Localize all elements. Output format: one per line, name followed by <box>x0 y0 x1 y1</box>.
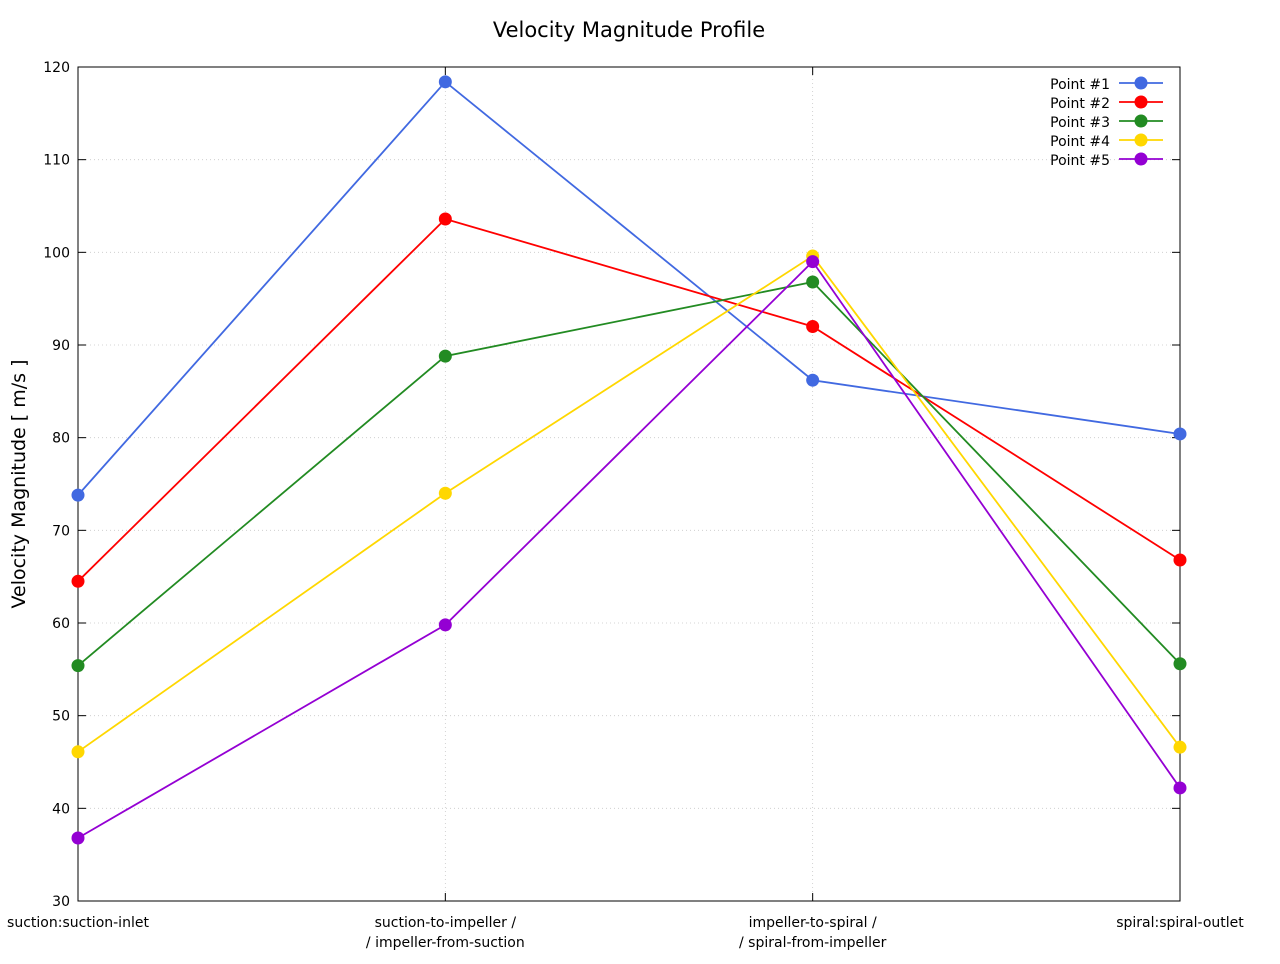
data-point <box>806 373 820 387</box>
legend-label: Point #3 <box>1050 115 1110 131</box>
series-line <box>77 217 1181 582</box>
legend-label: Point #5 <box>1050 153 1110 169</box>
legend: Point #1 Point #2 Point #3 Point #4 Point #5 <box>1050 76 1163 169</box>
series-line <box>77 254 1181 753</box>
legend-marker <box>1134 95 1148 109</box>
data-point <box>438 75 452 89</box>
x-tick-label: spiral:spiral-outlet <box>1116 915 1244 931</box>
legend-label: Point #4 <box>1050 134 1110 150</box>
data-point <box>1173 781 1187 795</box>
data-point <box>71 659 85 673</box>
data-point <box>71 574 85 588</box>
data-point <box>1173 427 1187 441</box>
y-tick-label: 90 <box>52 338 70 354</box>
data-point <box>806 255 820 269</box>
series-1 <box>71 75 1187 502</box>
data-point <box>438 618 452 632</box>
series-2 <box>71 212 1187 588</box>
y-tick-label: 120 <box>43 60 70 76</box>
data-point <box>71 831 85 845</box>
series-4 <box>71 249 1187 759</box>
plot-border <box>77 66 1181 902</box>
axes: 30 40 50 60 70 80 90 100 110 120 suction:suction-i… <box>7 60 1244 951</box>
data-point <box>806 319 820 333</box>
chart-title: Velocity Magnitude Profile <box>493 18 765 42</box>
data-point <box>71 488 85 502</box>
y-tick-label: 70 <box>52 523 70 539</box>
y-tick-label: 110 <box>43 153 70 169</box>
legend-marker <box>1134 114 1148 128</box>
data-point <box>1173 657 1187 671</box>
y-tick-label: 40 <box>52 801 70 817</box>
x-tick-label: impeller-to-spiral / <box>749 915 877 931</box>
data-point <box>71 745 85 759</box>
y-tick-label: 100 <box>43 245 70 261</box>
legend-marker <box>1134 133 1148 147</box>
data-point <box>806 275 820 289</box>
x-tick-label: / spiral-from-impeller <box>739 935 887 951</box>
data-point <box>1173 553 1187 567</box>
y-tick-label: 30 <box>52 894 70 910</box>
y-tick-label: 80 <box>52 431 70 447</box>
x-tick-label: suction-to-impeller / <box>375 915 517 931</box>
y-tick-label: 50 <box>52 709 70 725</box>
series-5 <box>71 255 1187 845</box>
y-axis-label: Velocity Magnitude [ m/s ] <box>8 360 30 609</box>
series-line <box>77 80 1181 496</box>
data-point <box>1173 740 1187 754</box>
series-line <box>77 281 1181 667</box>
x-tick-label: suction:suction-inlet <box>7 915 149 931</box>
legend-label: Point #2 <box>1050 96 1110 112</box>
series-3 <box>71 275 1187 673</box>
y-tick-label: 60 <box>52 616 70 632</box>
legend-marker <box>1134 152 1148 166</box>
grid <box>78 67 1180 901</box>
series-line <box>77 260 1181 839</box>
data-point <box>438 349 452 363</box>
legend-label: Point #1 <box>1050 77 1110 93</box>
legend-marker <box>1134 76 1148 90</box>
data-point <box>438 212 452 226</box>
x-tick-label: / impeller-from-suction <box>366 935 525 951</box>
series-group <box>71 75 1187 845</box>
data-point <box>438 486 452 500</box>
